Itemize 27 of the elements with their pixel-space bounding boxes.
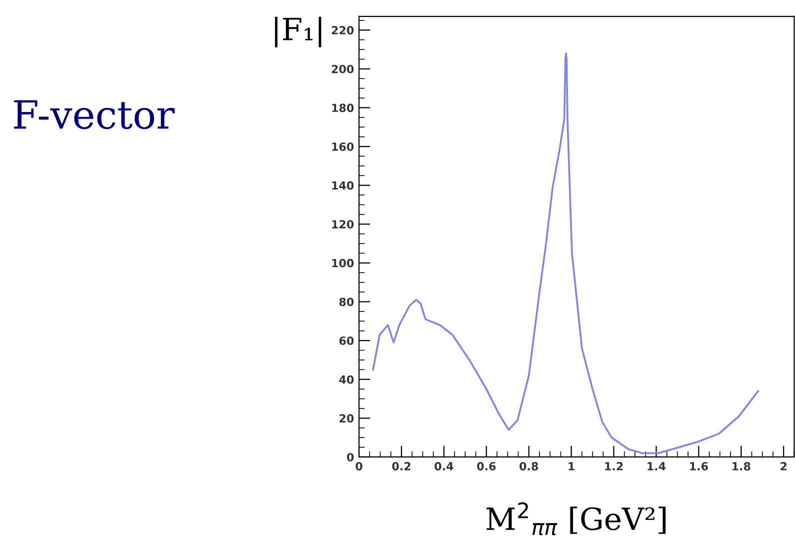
y-tick-label: 20 bbox=[340, 414, 354, 423]
y-tick-label: 0 bbox=[346, 452, 354, 462]
y-tick-label: 80 bbox=[339, 298, 354, 306]
x-axis-title: M$^{2}$$_{ππ}$ [GeV²] bbox=[486, 502, 666, 536]
y-tick-label: 160 bbox=[332, 142, 354, 151]
y-tick-label: 60 bbox=[339, 336, 354, 345]
x-tick-label: 1 bbox=[568, 462, 574, 470]
y-tick-label: 120 bbox=[332, 220, 354, 229]
y-tick-label: 40 bbox=[339, 375, 354, 384]
x-tick-label: 1.8 bbox=[732, 462, 750, 470]
x-tick-label: 1.2 bbox=[605, 462, 623, 470]
x-tick-label: 2 bbox=[780, 462, 786, 470]
text: F-vector bbox=[14, 100, 175, 130]
y-tick-label: 180 bbox=[332, 104, 354, 112]
x-tick-label: 0 bbox=[356, 462, 362, 470]
y-tick-label: 100 bbox=[332, 258, 354, 268]
y-tick-label: 200 bbox=[332, 64, 354, 74]
y-axis-title: |F₁| bbox=[275, 16, 322, 48]
y-tick-label: 140 bbox=[332, 181, 354, 190]
x-tick-label: 0.8 bbox=[520, 462, 538, 470]
y-tick-label: 220 bbox=[332, 26, 354, 34]
line-series bbox=[372, 52, 760, 454]
x-tick-label: 0.2 bbox=[392, 462, 410, 470]
x-tick-label: 0.6 bbox=[477, 462, 496, 470]
x-tick-label: 0.4 bbox=[434, 462, 454, 470]
x-tick-label: 1.6 bbox=[690, 462, 708, 470]
x-tick-label: 1.4 bbox=[648, 462, 666, 470]
